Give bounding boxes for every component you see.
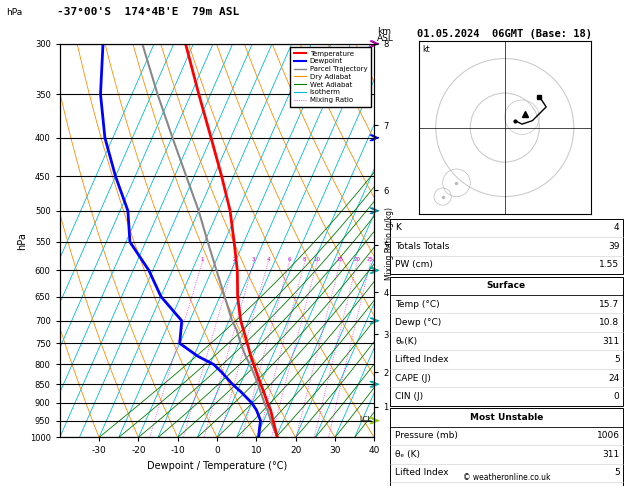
Text: LCL: LCL — [360, 416, 372, 422]
Text: Surface: Surface — [487, 281, 526, 290]
Text: 5: 5 — [614, 355, 620, 364]
Legend: Temperature, Dewpoint, Parcel Trajectory, Dry Adiabat, Wet Adiabat, Isotherm, Mi: Temperature, Dewpoint, Parcel Trajectory… — [290, 47, 370, 106]
Text: CIN (J): CIN (J) — [395, 392, 423, 401]
Text: 15.7: 15.7 — [599, 300, 620, 309]
Text: K: K — [395, 224, 401, 232]
Text: 10: 10 — [314, 257, 321, 262]
Text: 0: 0 — [614, 392, 620, 401]
Text: Lifted Index: Lifted Index — [395, 469, 448, 477]
Text: 311: 311 — [603, 450, 620, 459]
Text: 25: 25 — [367, 257, 374, 262]
Text: © weatheronline.co.uk: © weatheronline.co.uk — [462, 473, 550, 482]
Text: kt: kt — [422, 45, 430, 54]
Text: PW (cm): PW (cm) — [395, 260, 433, 269]
Text: 1: 1 — [201, 257, 204, 262]
Text: km: km — [377, 27, 391, 36]
X-axis label: Dewpoint / Temperature (°C): Dewpoint / Temperature (°C) — [147, 461, 287, 471]
Text: 2: 2 — [232, 257, 236, 262]
Text: 10.8: 10.8 — [599, 318, 620, 327]
Text: hPa: hPa — [6, 8, 23, 17]
Text: 20: 20 — [353, 257, 360, 262]
Text: 39: 39 — [608, 242, 620, 251]
Text: 1.55: 1.55 — [599, 260, 620, 269]
Text: Dewp (°C): Dewp (°C) — [395, 318, 442, 327]
Text: Pressure (mb): Pressure (mb) — [395, 432, 458, 440]
Text: 4: 4 — [614, 224, 620, 232]
Text: ASL: ASL — [377, 35, 394, 43]
Text: Totals Totals: Totals Totals — [395, 242, 449, 251]
Text: 6: 6 — [287, 257, 291, 262]
Text: 4: 4 — [266, 257, 270, 262]
Text: Temp (°C): Temp (°C) — [395, 300, 440, 309]
Text: 24: 24 — [608, 374, 620, 382]
Text: 1006: 1006 — [596, 432, 620, 440]
Text: -37°00'S  174°4B'E  79m ASL: -37°00'S 174°4B'E 79m ASL — [57, 7, 239, 17]
Text: 15: 15 — [337, 257, 343, 262]
Text: 8: 8 — [303, 257, 306, 262]
Text: Lifted Index: Lifted Index — [395, 355, 448, 364]
Y-axis label: hPa: hPa — [17, 232, 27, 249]
Text: θₑ (K): θₑ (K) — [395, 450, 420, 459]
Text: Most Unstable: Most Unstable — [470, 413, 543, 422]
Text: 01.05.2024  06GMT (Base: 18): 01.05.2024 06GMT (Base: 18) — [417, 29, 593, 39]
Text: θₑ(K): θₑ(K) — [395, 337, 417, 346]
Text: 5: 5 — [614, 469, 620, 477]
Text: Mixing Ratio (g/kg): Mixing Ratio (g/kg) — [386, 207, 394, 279]
Text: CAPE (J): CAPE (J) — [395, 374, 431, 382]
Text: 3: 3 — [252, 257, 255, 262]
Text: 311: 311 — [603, 337, 620, 346]
